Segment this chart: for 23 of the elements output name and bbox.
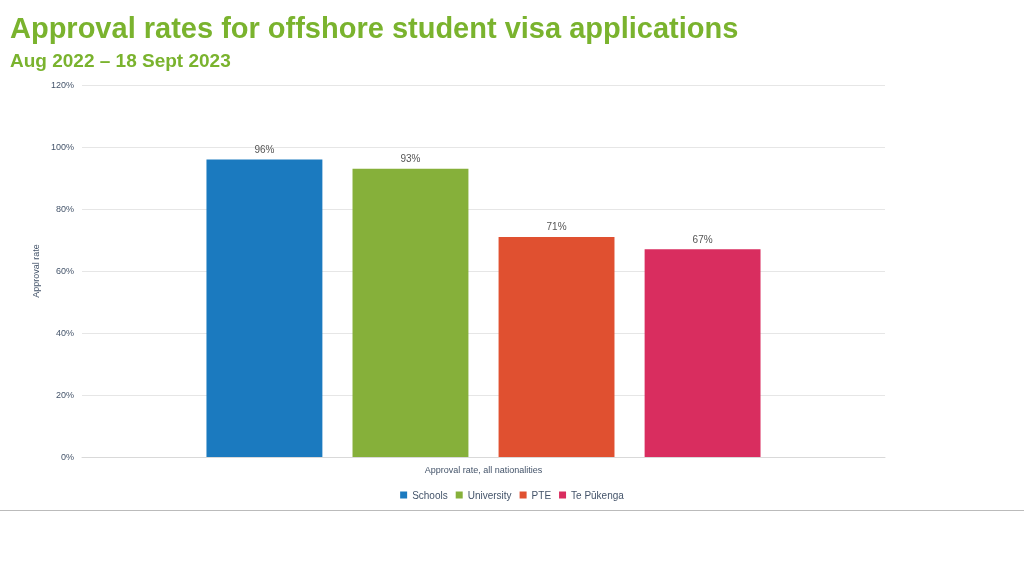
bar [352,168,469,457]
legend-label: University [467,489,512,501]
bar [644,249,761,457]
legend-label: Te Pūkenga [571,489,625,501]
y-tick-label: 0% [60,452,74,462]
chart-subtitle: Aug 2022 – 18 Sept 2023 [10,50,231,72]
y-tick-label: 100% [50,142,74,152]
y-tick-label: 60% [55,266,74,276]
y-axis-title: Approval rate [30,244,41,298]
data-label: 96% [254,143,275,155]
y-tick-label: 20% [55,390,74,400]
data-label: 93% [400,153,421,165]
chart-title: Approval rates for offshore student visa applications [10,12,739,45]
data-label: 71% [546,221,567,233]
x-tick-label: Approval rate, all nationalities [424,464,543,475]
y-tick-label: 80% [55,204,74,214]
legend-label: PTE [531,489,552,501]
data-label: 67% [692,233,713,245]
y-tick-label: 40% [55,328,74,338]
bar [206,159,323,457]
legend-label: Schools [412,489,448,501]
y-tick-label: 120% [50,80,74,90]
bar [498,236,615,457]
